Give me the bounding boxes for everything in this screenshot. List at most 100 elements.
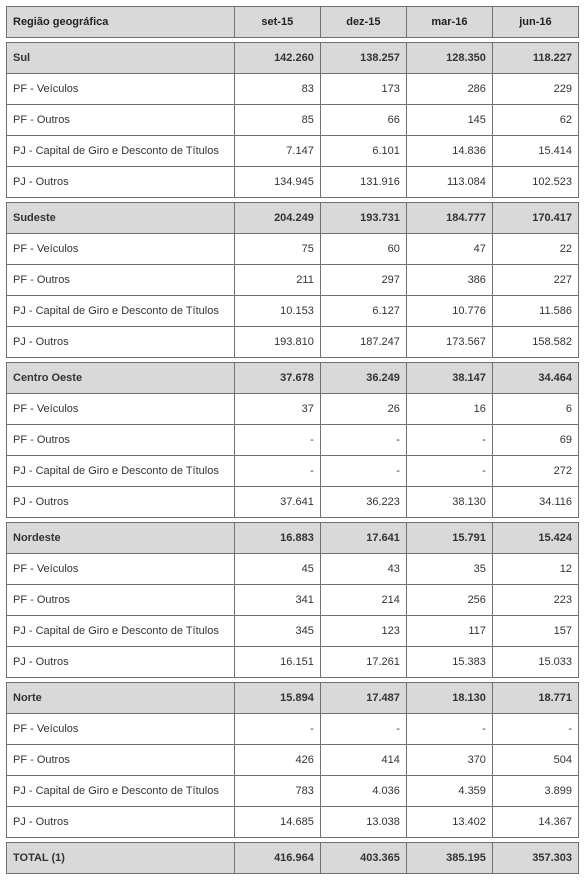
detail-label: PF - Outros bbox=[7, 425, 235, 456]
detail-label: PF - Veículos bbox=[7, 714, 235, 745]
region-subtotal: 15.791 bbox=[406, 523, 492, 554]
detail-value: - bbox=[234, 714, 320, 745]
detail-value: - bbox=[492, 714, 578, 745]
detail-value: 66 bbox=[320, 105, 406, 136]
region-subtotal: 18.771 bbox=[492, 683, 578, 714]
detail-label: PJ - Capital de Giro e Desconto de Títul… bbox=[7, 616, 235, 647]
detail-row: PJ - Capital de Giro e Desconto de Títul… bbox=[7, 776, 579, 807]
detail-value: 13.402 bbox=[406, 807, 492, 838]
region-subtotal: 15.894 bbox=[234, 683, 320, 714]
detail-label: PF - Outros bbox=[7, 265, 235, 296]
total-value: 416.964 bbox=[234, 843, 320, 874]
detail-value: 386 bbox=[406, 265, 492, 296]
detail-row: PF - Veículos3726166 bbox=[7, 394, 579, 425]
region-subtotal: 17.487 bbox=[320, 683, 406, 714]
detail-value: 14.836 bbox=[406, 136, 492, 167]
detail-value: 37.641 bbox=[234, 487, 320, 518]
detail-value: 426 bbox=[234, 745, 320, 776]
detail-label: PJ - Outros bbox=[7, 167, 235, 198]
detail-value: - bbox=[234, 456, 320, 487]
detail-value: - bbox=[406, 425, 492, 456]
region-subtotal: 128.350 bbox=[406, 43, 492, 74]
detail-value: 34.116 bbox=[492, 487, 578, 518]
region-subtotal: 37.678 bbox=[234, 363, 320, 394]
detail-label: PF - Outros bbox=[7, 745, 235, 776]
header-period-0: set-15 bbox=[234, 7, 320, 38]
detail-value: - bbox=[234, 425, 320, 456]
detail-label: PF - Veículos bbox=[7, 234, 235, 265]
detail-row: PJ - Outros16.15117.26115.38315.033 bbox=[7, 647, 579, 678]
region-row: Centro Oeste37.67836.24938.14734.464 bbox=[7, 363, 579, 394]
detail-value: 47 bbox=[406, 234, 492, 265]
detail-value: 85 bbox=[234, 105, 320, 136]
detail-label: PJ - Capital de Giro e Desconto de Títul… bbox=[7, 296, 235, 327]
detail-value: 37 bbox=[234, 394, 320, 425]
region-name: Norte bbox=[7, 683, 235, 714]
detail-row: PJ - Capital de Giro e Desconto de Títul… bbox=[7, 136, 579, 167]
detail-value: 157 bbox=[492, 616, 578, 647]
detail-value: 102.523 bbox=[492, 167, 578, 198]
detail-value: 256 bbox=[406, 585, 492, 616]
detail-value: 286 bbox=[406, 74, 492, 105]
region-subtotal: 118.227 bbox=[492, 43, 578, 74]
detail-value: 123 bbox=[320, 616, 406, 647]
detail-value: - bbox=[406, 714, 492, 745]
region-row: Sudeste204.249193.731184.777170.417 bbox=[7, 203, 579, 234]
detail-value: 62 bbox=[492, 105, 578, 136]
header-period-2: mar-16 bbox=[406, 7, 492, 38]
region-subtotal: 142.260 bbox=[234, 43, 320, 74]
detail-value: 26 bbox=[320, 394, 406, 425]
detail-value: 223 bbox=[492, 585, 578, 616]
detail-value: 341 bbox=[234, 585, 320, 616]
detail-value: 15.033 bbox=[492, 647, 578, 678]
detail-value: 113.084 bbox=[406, 167, 492, 198]
detail-value: 14.367 bbox=[492, 807, 578, 838]
detail-row: PJ - Outros134.945131.916113.084102.523 bbox=[7, 167, 579, 198]
region-subtotal: 18.130 bbox=[406, 683, 492, 714]
detail-value: 297 bbox=[320, 265, 406, 296]
detail-row: PF - Veículos45433512 bbox=[7, 554, 579, 585]
region-subtotal: 15.424 bbox=[492, 523, 578, 554]
detail-value: 35 bbox=[406, 554, 492, 585]
table-container: Região geográfica set-15 dez-15 mar-16 j… bbox=[0, 0, 585, 880]
detail-value: 173 bbox=[320, 74, 406, 105]
detail-value: 7.147 bbox=[234, 136, 320, 167]
detail-row: PF - Outros---69 bbox=[7, 425, 579, 456]
region-subtotal: 193.731 bbox=[320, 203, 406, 234]
detail-value: 414 bbox=[320, 745, 406, 776]
detail-row: PF - Outros341214256223 bbox=[7, 585, 579, 616]
detail-value: 22 bbox=[492, 234, 578, 265]
detail-value: 229 bbox=[492, 74, 578, 105]
region-subtotal: 138.257 bbox=[320, 43, 406, 74]
detail-label: PJ - Capital de Giro e Desconto de Títul… bbox=[7, 776, 235, 807]
total-value: 385.195 bbox=[406, 843, 492, 874]
detail-value: 4.036 bbox=[320, 776, 406, 807]
detail-row: PJ - Outros37.64136.22338.13034.116 bbox=[7, 487, 579, 518]
region-subtotal: 170.417 bbox=[492, 203, 578, 234]
detail-value: 211 bbox=[234, 265, 320, 296]
detail-value: 83 bbox=[234, 74, 320, 105]
region-subtotal: 16.883 bbox=[234, 523, 320, 554]
detail-label: PF - Veículos bbox=[7, 554, 235, 585]
detail-value: 158.582 bbox=[492, 327, 578, 358]
detail-row: PF - Outros856614562 bbox=[7, 105, 579, 136]
region-name: Nordeste bbox=[7, 523, 235, 554]
detail-row: PJ - Capital de Giro e Desconto de Títul… bbox=[7, 296, 579, 327]
detail-value: 10.153 bbox=[234, 296, 320, 327]
detail-label: PF - Veículos bbox=[7, 394, 235, 425]
table-body: Sul142.260138.257128.350118.227 PF - Veíc… bbox=[7, 38, 579, 874]
detail-value: 227 bbox=[492, 265, 578, 296]
detail-value: - bbox=[406, 456, 492, 487]
region-name: Sudeste bbox=[7, 203, 235, 234]
detail-value: 15.383 bbox=[406, 647, 492, 678]
detail-value: 131.916 bbox=[320, 167, 406, 198]
region-subtotal: 184.777 bbox=[406, 203, 492, 234]
region-subtotal: 204.249 bbox=[234, 203, 320, 234]
detail-value: 6.127 bbox=[320, 296, 406, 327]
detail-label: PJ - Outros bbox=[7, 327, 235, 358]
detail-row: PF - Outros211297386227 bbox=[7, 265, 579, 296]
detail-value: 43 bbox=[320, 554, 406, 585]
detail-value: 504 bbox=[492, 745, 578, 776]
detail-row: PJ - Outros193.810187.247173.567158.582 bbox=[7, 327, 579, 358]
region-row: Sul142.260138.257128.350118.227 bbox=[7, 43, 579, 74]
